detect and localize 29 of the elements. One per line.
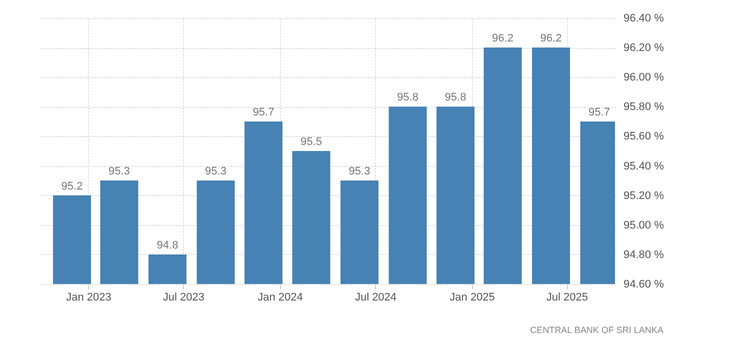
y-tick-label: 96.00 % bbox=[624, 72, 664, 84]
x-tick-label: Jul 2024 bbox=[354, 292, 397, 304]
y-tick-label: 96.40 % bbox=[624, 12, 664, 24]
y-tick-label: 94.60 % bbox=[624, 278, 664, 290]
x-tick-label: Jan 2024 bbox=[258, 292, 303, 304]
y-tick-label: 95.60 % bbox=[624, 130, 664, 143]
y-tick-label: 94.80 % bbox=[624, 248, 664, 261]
y-tick-label: 95.00 % bbox=[624, 219, 664, 232]
data-label: 95.8 bbox=[444, 92, 466, 104]
data-label: 95.2 bbox=[61, 180, 83, 192]
y-tick-label: 95.40 % bbox=[624, 160, 664, 172]
data-label: 94.8 bbox=[156, 239, 178, 252]
data-label: 95.3 bbox=[205, 166, 226, 178]
x-tick-label: Jul 2025 bbox=[546, 292, 588, 304]
data-label: 95.3 bbox=[348, 166, 370, 178]
data-label: 95.8 bbox=[397, 92, 418, 104]
x-tick-label: Jan 2023 bbox=[66, 292, 112, 304]
x-tick-label: Jan 2025 bbox=[450, 292, 495, 304]
data-label: 95.7 bbox=[588, 106, 610, 118]
y-tick-label: 96.20 % bbox=[624, 42, 664, 54]
y-tick-label: 95.80 % bbox=[624, 101, 664, 114]
x-tick-label: Jul 2023 bbox=[162, 292, 205, 304]
data-label: 96.2 bbox=[492, 32, 514, 45]
y-tick-label: 95.20 % bbox=[624, 190, 664, 202]
text: CENTRAL BANK OF SRI LANKA bbox=[530, 325, 664, 335]
data-label: 95.5 bbox=[300, 136, 322, 148]
data-label: 95.7 bbox=[252, 106, 274, 118]
data-label: 96.2 bbox=[540, 32, 562, 45]
data-label: 95.3 bbox=[108, 166, 130, 178]
